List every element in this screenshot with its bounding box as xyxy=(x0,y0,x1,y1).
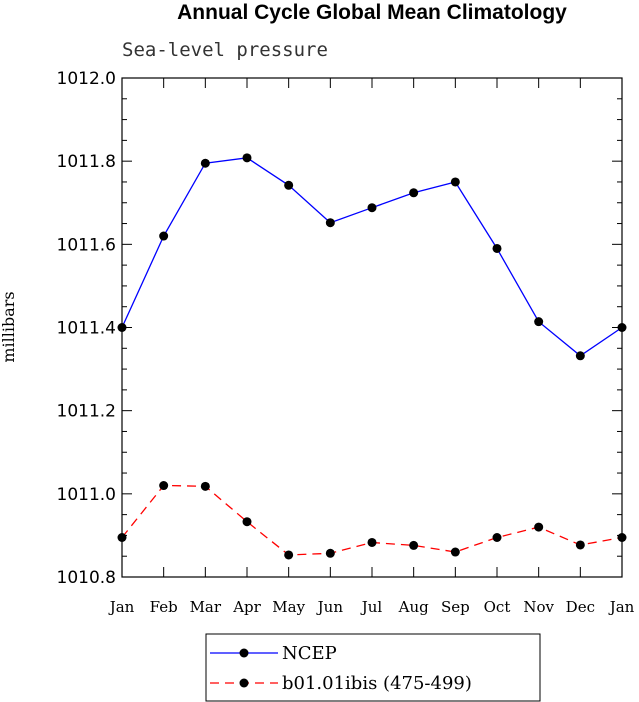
x-tick-label: Feb xyxy=(150,598,178,616)
series-0-point xyxy=(409,188,419,198)
x-tick-label: May xyxy=(272,598,305,616)
series-1-point xyxy=(367,537,377,547)
chart-title: Annual Cycle Global Mean Climatology xyxy=(177,1,567,24)
series-0-point xyxy=(450,177,460,187)
series-1-point xyxy=(117,532,127,542)
x-tick-label: Jun xyxy=(316,598,344,616)
series-1-point xyxy=(284,550,294,560)
series-0-point xyxy=(575,351,585,361)
series-0-point xyxy=(534,317,544,327)
x-tick-label: Dec xyxy=(566,598,595,616)
x-tick-label: Nov xyxy=(523,598,554,616)
series-1-point xyxy=(450,547,460,557)
series-1-point xyxy=(409,540,419,550)
x-tick-label: Aug xyxy=(398,598,429,616)
x-tick-label: Jul xyxy=(360,598,383,616)
series-1-point xyxy=(159,481,169,491)
legend-label-b01: b01.01ibis (475-499) xyxy=(282,673,472,694)
series-layer xyxy=(117,153,627,560)
legend: NCEP b01.01ibis (475-499) xyxy=(205,633,541,702)
x-tick-label: Jan xyxy=(108,598,135,616)
series-0-point xyxy=(284,180,294,190)
series-1-point xyxy=(242,517,252,527)
plot-axes: 1010.8 1011.0 1011.2 1011.4 1011.6 1011.8 1012… xyxy=(57,69,635,616)
series-0-point xyxy=(242,153,252,163)
legend-label-ncep: NCEP xyxy=(282,643,337,664)
x-tick-label: Mar xyxy=(190,598,222,616)
x-tick-label: Sep xyxy=(441,598,470,616)
chart-subtitle: Sea-level pressure xyxy=(122,39,328,61)
legend-marker-ncep xyxy=(239,648,249,658)
y-tick-label: 1010.8 xyxy=(57,568,116,588)
series-1-point xyxy=(325,548,335,558)
series-0-point xyxy=(200,158,210,168)
y-tick-label: 1011.2 xyxy=(57,402,116,422)
series-1-point xyxy=(200,481,210,491)
series-0-point xyxy=(117,323,127,332)
series-0-point xyxy=(159,231,169,241)
y-tick-label: 1012.0 xyxy=(57,69,116,89)
series-0-point xyxy=(325,218,335,228)
series-1-point xyxy=(534,522,544,532)
series-1-point xyxy=(575,540,585,550)
legend-marker-b01 xyxy=(239,678,249,688)
series-1-point xyxy=(492,532,502,542)
legend-box xyxy=(205,633,541,702)
series-0-point xyxy=(367,203,377,213)
y-axis-label: millibars xyxy=(0,291,18,362)
y-tick-label: 1011.0 xyxy=(57,485,116,505)
y-tick-label: 1011.6 xyxy=(57,235,116,255)
x-tick-label: Apr xyxy=(232,598,261,616)
series-line-0 xyxy=(121,157,623,357)
series-1-point xyxy=(617,532,627,542)
plot-frame xyxy=(121,77,623,578)
x-tick-label: Oct xyxy=(484,598,511,616)
series-0-point xyxy=(617,323,627,332)
y-tick-label: 1011.4 xyxy=(57,319,116,339)
x-tick-label: Jan xyxy=(608,598,635,616)
y-tick-label: 1011.8 xyxy=(57,152,116,172)
series-0-point xyxy=(492,243,502,253)
